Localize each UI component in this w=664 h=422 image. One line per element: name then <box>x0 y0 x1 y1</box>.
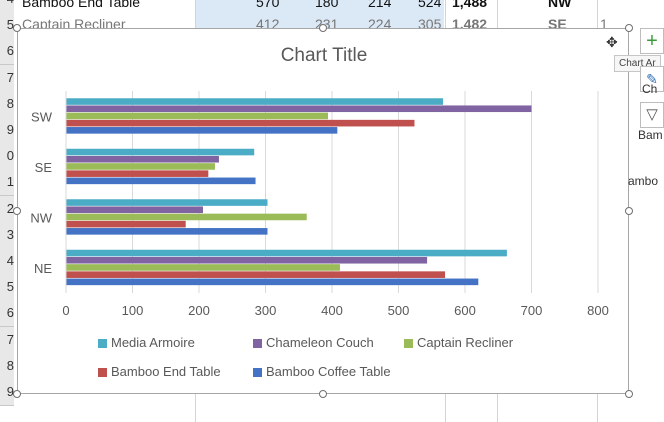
cell-region[interactable]: NW <box>548 0 572 10</box>
x-tick-label: 600 <box>454 303 476 318</box>
row-header[interactable]: 1 <box>0 169 14 197</box>
cell-value[interactable]: 524 <box>418 0 442 10</box>
bar <box>66 228 268 235</box>
bar <box>66 105 532 113</box>
legend-entry[interactable]: Bamboo Coffee Table <box>253 364 391 379</box>
row-header[interactable]: 7 <box>0 326 14 354</box>
row-header[interactable]: 9 <box>0 117 14 144</box>
bar <box>66 170 209 177</box>
legend-swatch <box>253 339 262 349</box>
brush-icon: ✎ <box>646 71 658 87</box>
chart-elements-button[interactable]: + <box>640 28 664 54</box>
resize-handle[interactable] <box>625 390 633 398</box>
cell-value[interactable]: 214 <box>368 0 392 10</box>
row-header[interactable]: 2 <box>0 195 14 223</box>
y-category-label: NW <box>30 210 52 225</box>
bar <box>66 112 329 120</box>
bar <box>66 278 479 286</box>
legend-label: Bamboo Coffee Table <box>266 364 391 379</box>
resize-handle[interactable] <box>319 390 327 398</box>
bar <box>66 148 255 156</box>
bar <box>66 271 446 278</box>
bar <box>66 98 444 105</box>
y-category-label: SE <box>35 160 53 175</box>
bar <box>66 213 307 221</box>
bar <box>66 163 215 170</box>
row-header[interactable]: 8 <box>0 90 14 118</box>
row-header[interactable]: 6 <box>0 300 14 328</box>
x-tick-label: 800 <box>587 303 609 318</box>
legend-entry[interactable]: Media Armoire <box>98 335 195 350</box>
row-header[interactable]: 4 <box>0 248 14 275</box>
x-tick-label: 0 <box>62 303 69 318</box>
row-header[interactable]: 5 <box>0 12 14 40</box>
side-label: Bam <box>638 128 663 142</box>
x-tick-label: 200 <box>188 303 210 318</box>
resize-handle[interactable] <box>13 24 21 32</box>
bar <box>66 199 268 206</box>
side-label: Ch <box>642 82 658 96</box>
bar <box>66 256 428 264</box>
chart-filters-button[interactable]: ▽ <box>640 102 664 128</box>
row-header[interactable]: 4 <box>0 0 14 13</box>
bar <box>66 119 415 127</box>
cell-value[interactable]: 1 <box>600 16 608 32</box>
chart-title[interactable]: Chart Title <box>280 45 368 66</box>
legend-swatch <box>253 368 262 378</box>
row-header[interactable]: 7 <box>0 64 14 92</box>
x-tick-label: 700 <box>521 303 543 318</box>
cell-value[interactable]: 570 <box>256 0 280 10</box>
row-header[interactable]: 8 <box>0 352 14 380</box>
row-header[interactable]: 9 <box>0 379 14 406</box>
legend-label: Media Armoire <box>111 335 195 350</box>
legend-entry[interactable]: Chameleon Couch <box>253 335 374 350</box>
cell-total[interactable]: 1,488 <box>452 0 488 10</box>
x-tick-label: 500 <box>388 303 410 318</box>
row-header[interactable]: 0 <box>0 143 14 171</box>
bar <box>66 206 203 214</box>
legend-label: Bamboo End Table <box>111 364 221 379</box>
row-header[interactable]: 5 <box>0 274 14 302</box>
row-header[interactable]: 6 <box>0 38 14 66</box>
legend-label: Captain Recliner <box>417 335 514 350</box>
chart-object[interactable]: Chart Title 0 100 200 300 400 500 600 700 800 NE N… <box>17 28 629 394</box>
legend-entry[interactable]: Bamboo End Table <box>98 364 221 379</box>
side-label: ambo <box>628 174 659 188</box>
resize-handle[interactable] <box>13 390 21 398</box>
bar <box>66 177 256 185</box>
move-cursor-icon: ✥ <box>606 34 618 50</box>
legend-swatch <box>404 339 413 349</box>
bar <box>66 264 340 271</box>
bar <box>66 249 507 257</box>
chart-styles-button[interactable]: ✎ <box>640 66 664 92</box>
legend-swatch <box>98 339 107 349</box>
x-tick-label: 300 <box>255 303 277 318</box>
cell-product-name[interactable]: Bamboo End Table <box>22 0 141 10</box>
y-category-label: SW <box>31 109 53 124</box>
x-tick-label: 100 <box>122 303 144 318</box>
y-category-label: NE <box>34 261 52 276</box>
bar <box>66 127 338 134</box>
resize-handle[interactable] <box>13 207 21 215</box>
resize-handle[interactable] <box>319 24 327 32</box>
bar <box>66 155 219 163</box>
bar-chart-plot[interactable]: 0 100 200 300 400 500 600 700 800 NE NW SE SW <box>18 29 630 395</box>
row-header[interactable]: 3 <box>0 221 14 249</box>
legend-entry[interactable]: Captain Recliner <box>404 335 513 350</box>
resize-handle[interactable] <box>625 207 633 215</box>
resize-handle[interactable] <box>625 24 633 32</box>
x-tick-label: 400 <box>321 303 343 318</box>
bar <box>66 220 186 228</box>
cell-value[interactable]: 180 <box>315 0 339 10</box>
plus-icon: + <box>646 30 658 52</box>
legend-swatch <box>98 368 107 378</box>
legend-label: Chameleon Couch <box>266 335 374 350</box>
filter-icon: ▽ <box>646 106 658 123</box>
